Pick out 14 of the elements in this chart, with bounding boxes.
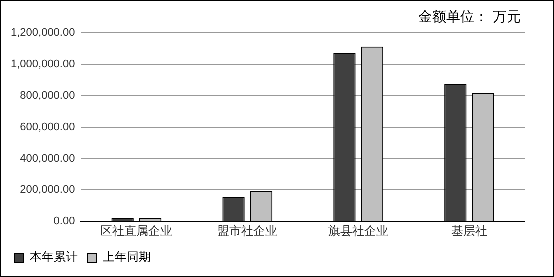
y-tick-label: 1,000,000.00 <box>10 58 76 70</box>
x-tick-label: 旗县社企业 <box>328 224 389 238</box>
y-tick-label: 400,000.00 <box>20 152 76 165</box>
y-tick-label: 800,000.00 <box>20 90 76 102</box>
text: 金额单位： 万元 <box>418 10 521 26</box>
y-tick-label: 0.00 <box>54 216 76 228</box>
y-tick-label: 600,000.00 <box>20 121 76 134</box>
legend-label: 上年同期 <box>103 250 151 264</box>
x-tick-label: 基层社 <box>452 224 488 238</box>
x-tick-label: 区社直属企业 <box>100 224 173 238</box>
y-tick-label: 1,200,000.00 <box>10 27 76 40</box>
y-tick-label: 200,000.00 <box>20 184 76 196</box>
x-tick-label: 盟市社企业 <box>218 224 278 238</box>
legend-label: 本年累计 <box>30 250 78 264</box>
